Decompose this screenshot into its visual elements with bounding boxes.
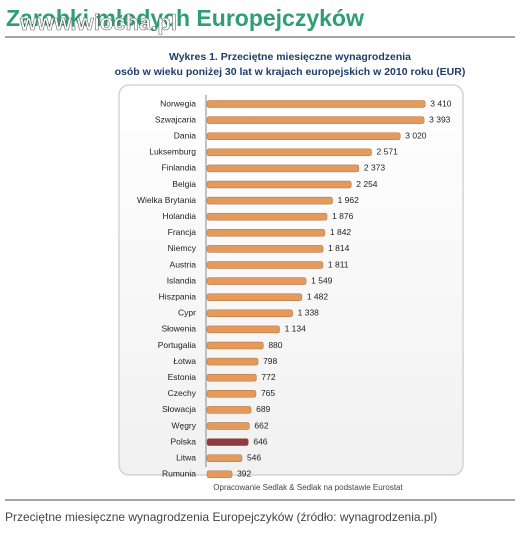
value-label: 3 020 bbox=[405, 130, 427, 140]
bar bbox=[206, 116, 425, 124]
bar bbox=[206, 470, 233, 478]
category-label: Islandia bbox=[167, 275, 197, 285]
value-label: 798 bbox=[263, 356, 277, 366]
value-label: 1 842 bbox=[330, 227, 352, 237]
bar bbox=[206, 164, 360, 173]
bar bbox=[206, 132, 401, 140]
value-label: 1 811 bbox=[328, 259, 349, 269]
value-label: 2 373 bbox=[364, 163, 386, 173]
value-label: 546 bbox=[247, 452, 261, 462]
value-label: 1 962 bbox=[338, 195, 360, 205]
category-label: Portugalia bbox=[158, 340, 197, 350]
value-label: 689 bbox=[256, 404, 270, 414]
category-label: Słowenia bbox=[162, 324, 197, 334]
category-label: Wielka Brytania bbox=[137, 195, 196, 205]
value-label: 2 254 bbox=[356, 179, 378, 189]
value-label: 1 549 bbox=[311, 275, 333, 285]
bar bbox=[206, 341, 264, 350]
watermark: www.wiocha.pl bbox=[19, 10, 177, 35]
bar bbox=[206, 180, 352, 189]
category-label: Cypr bbox=[178, 308, 196, 318]
category-label: Hiszpania bbox=[159, 291, 197, 301]
bar bbox=[206, 245, 324, 253]
bar bbox=[206, 148, 372, 157]
value-label: 3 410 bbox=[430, 98, 452, 108]
value-label: 662 bbox=[254, 420, 268, 430]
value-label: 765 bbox=[261, 388, 275, 398]
value-label: 646 bbox=[253, 436, 267, 446]
bar bbox=[206, 422, 250, 430]
value-label: 1 134 bbox=[285, 324, 307, 334]
category-label: Polska bbox=[170, 436, 196, 446]
category-label: Czechy bbox=[168, 388, 197, 398]
category-label: Dania bbox=[174, 130, 196, 140]
bar bbox=[206, 261, 324, 269]
category-label: Belgia bbox=[172, 179, 196, 189]
value-label: 880 bbox=[268, 340, 282, 350]
category-label: Szwajcaria bbox=[155, 114, 196, 124]
value-label: 1 338 bbox=[298, 308, 320, 318]
bar bbox=[206, 100, 426, 108]
bar bbox=[206, 390, 257, 398]
category-label: Holandia bbox=[162, 211, 196, 221]
bar bbox=[206, 212, 328, 221]
category-label: Litwa bbox=[176, 452, 196, 462]
category-label: Rumunia bbox=[162, 469, 196, 479]
bar bbox=[206, 196, 333, 205]
bar bbox=[206, 229, 326, 237]
category-label: Łotwa bbox=[173, 356, 196, 366]
category-label: Słowacja bbox=[162, 404, 196, 414]
bar bbox=[206, 406, 252, 414]
value-label: 772 bbox=[261, 372, 275, 382]
value-label: 1 876 bbox=[332, 211, 354, 221]
chart-source: Opracowanie Sedlak & Sedlak na podstawie… bbox=[213, 483, 403, 492]
bar bbox=[206, 454, 243, 462]
bar bbox=[206, 293, 303, 301]
bar bbox=[206, 357, 259, 366]
value-label: 1 814 bbox=[328, 243, 350, 253]
category-label: Francja bbox=[168, 227, 197, 237]
caption: Przeciętne miesięczne wynagrodzenia Euro… bbox=[5, 510, 437, 524]
category-label: Norwegia bbox=[160, 98, 196, 108]
value-label: 2 571 bbox=[377, 147, 399, 157]
bar bbox=[206, 325, 280, 334]
category-label: Niemcy bbox=[168, 243, 197, 253]
bars: Norwegia 3 410 Szwajcaria 3 393 Dania 3 020 Lu… bbox=[137, 98, 452, 478]
bar bbox=[206, 277, 307, 285]
value-label: 1 482 bbox=[307, 291, 329, 301]
page-title: Zarobki młodych Europejczyków bbox=[6, 5, 364, 31]
bar bbox=[206, 438, 249, 446]
value-label: 3 393 bbox=[429, 114, 451, 124]
bar bbox=[206, 374, 257, 382]
value-label: 392 bbox=[237, 469, 251, 479]
category-label: Estonia bbox=[168, 372, 197, 382]
chart-subtitle: osób w wieku poniżej 30 lat w krajach eu… bbox=[115, 66, 466, 78]
category-label: Austria bbox=[170, 259, 197, 269]
category-label: Finlandia bbox=[162, 163, 197, 173]
category-label: Luksemburg bbox=[149, 147, 196, 157]
chart-title: Wykres 1. Przeciętne miesięczne wynagrod… bbox=[169, 51, 411, 63]
bar bbox=[206, 309, 293, 317]
category-label: Węgry bbox=[171, 420, 196, 430]
